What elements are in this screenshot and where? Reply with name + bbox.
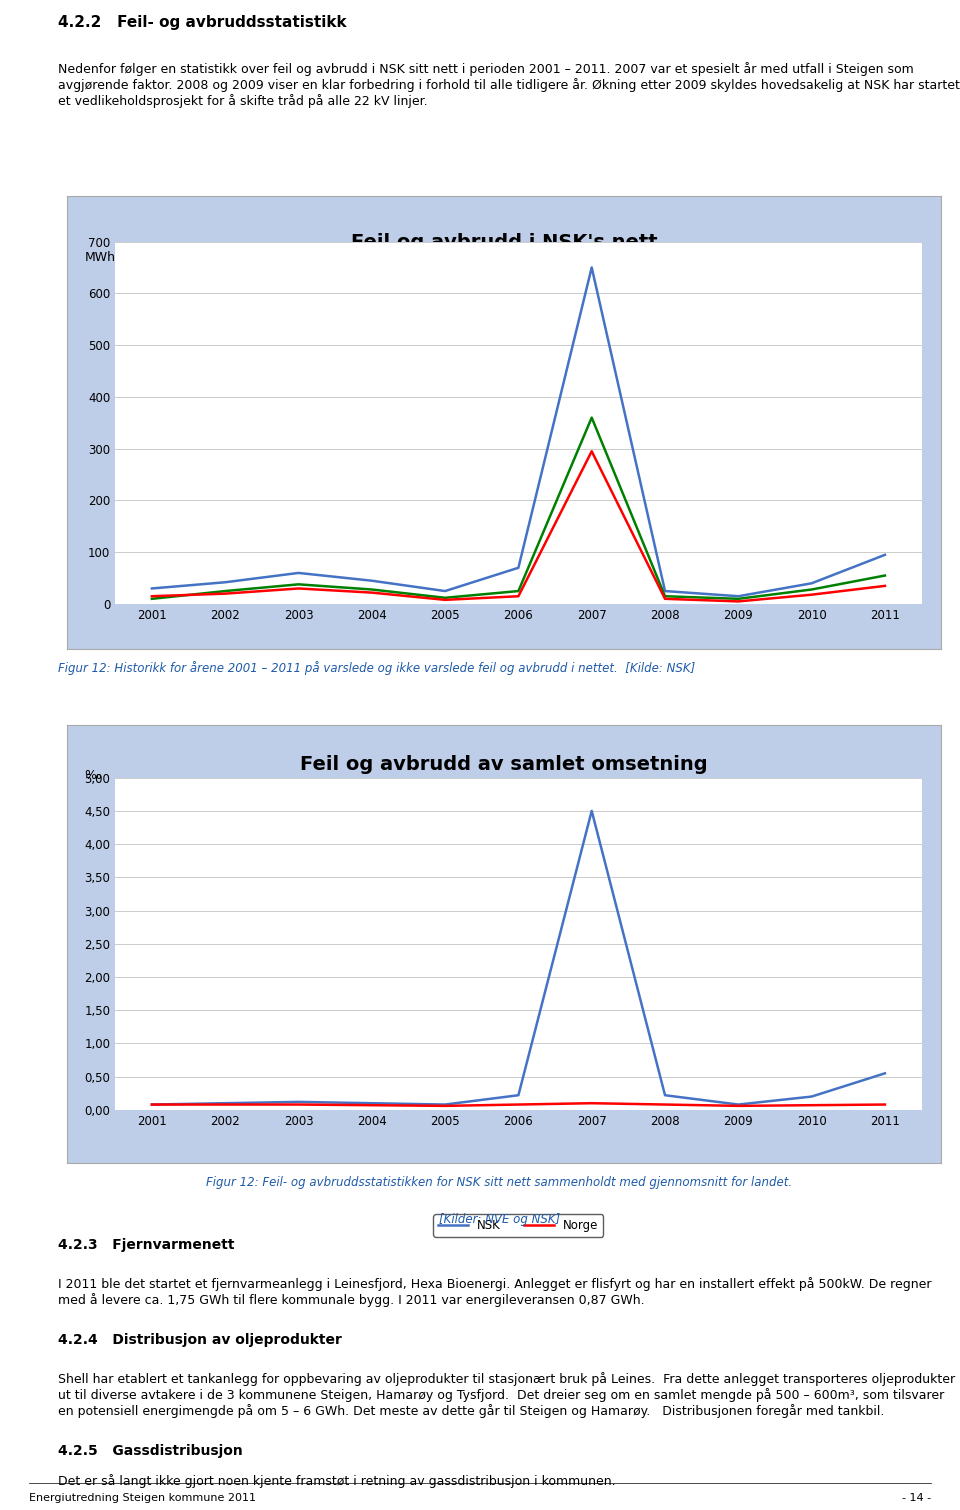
- Sum: [146, 580, 157, 598]
- Varslede avbrudd: [732, 590, 744, 609]
- Norge: [366, 1096, 377, 1114]
- Sum: [293, 563, 304, 581]
- NSK: [146, 1095, 157, 1113]
- Ikke varslede avbrudd: [586, 442, 597, 461]
- Text: [Kilder: NVE og NSK]: [Kilder: NVE og NSK]: [439, 1213, 560, 1226]
- Norge: [805, 1096, 817, 1114]
- NSK: [293, 1093, 304, 1111]
- Sum: [513, 559, 524, 577]
- Legend: NSK, Norge: NSK, Norge: [433, 1214, 604, 1237]
- NSK: [660, 1086, 671, 1104]
- NSK: [513, 1086, 524, 1104]
- Ikke varslede avbrudd: [513, 587, 524, 606]
- Ikke varslede avbrudd: [146, 587, 157, 606]
- Norge: [660, 1095, 671, 1113]
- Norge: [146, 1095, 157, 1113]
- Line: Sum: Sum: [152, 267, 885, 596]
- Text: 4.2.2   Feil- og avbruddsstatistikk: 4.2.2 Feil- og avbruddsstatistikk: [58, 15, 347, 30]
- Text: Nedenfor følger en statistikk over feil og avbrudd i NSK sitt nett i perioden 20: Nedenfor følger en statistikk over feil …: [58, 62, 959, 107]
- Sum: [440, 581, 451, 599]
- Norge: [586, 1095, 597, 1113]
- Ikke varslede avbrudd: [440, 590, 451, 609]
- Varslede avbrudd: [220, 581, 231, 599]
- NSK: [805, 1087, 817, 1105]
- Text: Shell har etablert et tankanlegg for oppbevaring av oljeprodukter til stasjonært: Shell har etablert et tankanlegg for opp…: [58, 1371, 955, 1418]
- Sum: [805, 574, 817, 592]
- Line: Varslede avbrudd: Varslede avbrudd: [152, 418, 885, 599]
- Text: 4.2.3   Fjernvarmenett: 4.2.3 Fjernvarmenett: [58, 1238, 234, 1252]
- NSK: [586, 802, 597, 820]
- Sum: [220, 574, 231, 592]
- Text: 4.2.4   Distribusjon av oljeprodukter: 4.2.4 Distribusjon av oljeprodukter: [58, 1333, 342, 1347]
- NSK: [732, 1095, 744, 1113]
- Norge: [879, 1095, 891, 1113]
- Sum: [366, 572, 377, 590]
- Text: MWh: MWh: [84, 251, 115, 264]
- Norge: [293, 1095, 304, 1113]
- Ikke varslede avbrudd: [660, 590, 671, 609]
- Varslede avbrudd: [879, 566, 891, 584]
- Varslede avbrudd: [146, 590, 157, 609]
- Norge: [220, 1095, 231, 1113]
- Varslede avbrudd: [366, 580, 377, 598]
- Sum: [732, 587, 744, 606]
- Varslede avbrudd: [513, 581, 524, 599]
- Varslede avbrudd: [440, 589, 451, 607]
- Ikke varslede avbrudd: [805, 586, 817, 604]
- Line: Norge: Norge: [152, 1104, 885, 1105]
- Line: NSK: NSK: [152, 811, 885, 1104]
- Legend: Sum, Varslede avbrudd, Ikke varslede avbrudd: Sum, Varslede avbrudd, Ikke varslede avb…: [300, 728, 736, 750]
- Text: Figur 12: Historikk for årene 2001 – 2011 på varslede og ikke varslede feil og a: Figur 12: Historikk for årene 2001 – 201…: [58, 661, 695, 675]
- Text: 4.2.5   Gassdistribusjon: 4.2.5 Gassdistribusjon: [58, 1444, 242, 1457]
- Text: Energiutredning Steigen kommune 2011: Energiutredning Steigen kommune 2011: [29, 1493, 255, 1502]
- Ikke varslede avbrudd: [293, 580, 304, 598]
- Varslede avbrudd: [293, 575, 304, 593]
- Text: I 2011 ble det startet et fjernvarmeanlegg i Leinesfjord, Hexa Bioenergi. Anlegg: I 2011 ble det startet et fjernvarmeanle…: [58, 1277, 931, 1306]
- Sum: [879, 545, 891, 563]
- Varslede avbrudd: [805, 580, 817, 598]
- Text: - 14 -: - 14 -: [902, 1493, 931, 1502]
- Text: Det er så langt ikke gjort noen kjente framstøt i retning av gassdistribusjon i : Det er så langt ikke gjort noen kjente f…: [58, 1474, 615, 1489]
- Norge: [440, 1096, 451, 1114]
- Ikke varslede avbrudd: [732, 592, 744, 610]
- Text: Figur 12: Feil- og avbruddsstatistikken for NSK sitt nett sammenholdt med gjenno: Figur 12: Feil- og avbruddsstatistikken …: [206, 1176, 792, 1190]
- Ikke varslede avbrudd: [220, 584, 231, 602]
- Ikke varslede avbrudd: [879, 577, 891, 595]
- NSK: [366, 1095, 377, 1113]
- Sum: [660, 581, 671, 599]
- NSK: [879, 1065, 891, 1083]
- Line: Ikke varslede avbrudd: Ikke varslede avbrudd: [152, 451, 885, 601]
- NSK: [440, 1095, 451, 1113]
- Text: Feil og avbrudd i NSK's nett: Feil og avbrudd i NSK's nett: [350, 233, 658, 252]
- Varslede avbrudd: [660, 587, 671, 606]
- Varslede avbrudd: [586, 409, 597, 427]
- Norge: [513, 1095, 524, 1113]
- Text: Feil og avbrudd av samlet omsetning: Feil og avbrudd av samlet omsetning: [300, 755, 708, 775]
- Text: ‰: ‰: [84, 769, 102, 782]
- Ikke varslede avbrudd: [366, 583, 377, 601]
- Norge: [732, 1096, 744, 1114]
- Sum: [586, 258, 597, 276]
- NSK: [220, 1095, 231, 1113]
